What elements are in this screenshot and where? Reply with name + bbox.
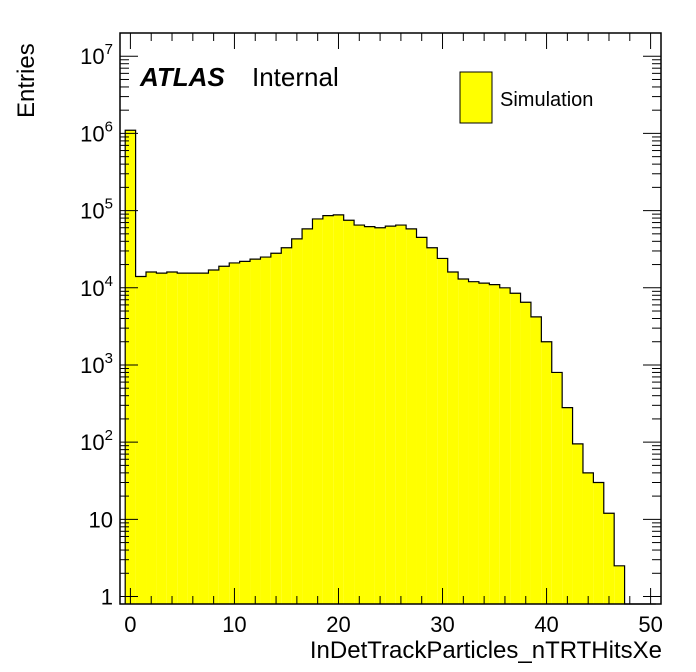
y-tick-label: 102 <box>80 427 113 455</box>
histogram-bar <box>291 238 303 604</box>
y-tick-label: 103 <box>80 350 113 378</box>
histogram-bar <box>187 273 199 604</box>
histogram-bar <box>489 284 500 604</box>
histogram-bar <box>374 227 386 604</box>
x-tick-label: 20 <box>326 612 350 637</box>
x-tick-label: 10 <box>222 612 246 637</box>
histogram-bar <box>125 130 136 604</box>
legend-swatch-simulation <box>459 71 493 124</box>
histogram-bar <box>614 565 625 604</box>
histogram-bar <box>343 220 355 604</box>
histogram-bar <box>541 341 552 604</box>
histogram-bar <box>530 316 542 604</box>
histogram-bar <box>416 237 427 604</box>
histogram-bar <box>499 287 511 604</box>
histogram-bar <box>333 214 344 604</box>
histogram-outline <box>124 129 656 605</box>
histogram-bar <box>458 278 469 604</box>
histogram-bar <box>603 513 615 604</box>
histogram-bar <box>218 266 230 604</box>
y-tick-label: 10 <box>89 507 113 532</box>
histogram-bar <box>582 472 594 604</box>
x-tick-label: 30 <box>430 612 454 637</box>
internal-label: Internal <box>252 62 339 92</box>
histogram-bar <box>250 259 261 604</box>
histogram-bar <box>406 228 417 605</box>
plot-frame <box>119 32 662 605</box>
histogram-bar <box>510 293 521 604</box>
histogram-bar <box>364 226 375 604</box>
y-tick-label: 104 <box>80 273 113 301</box>
histogram-bar <box>385 226 396 604</box>
histogram-bar <box>447 272 459 604</box>
y-tick-label: 1 <box>101 585 113 610</box>
histogram-bar <box>572 443 583 604</box>
histogram-bar <box>229 262 240 604</box>
y-tick-label: 107 <box>80 41 113 69</box>
histogram-bar <box>395 225 407 605</box>
x-tick-label: 50 <box>638 612 662 637</box>
x-axis-title: InDetTrackParticles_nTRTHitsXe <box>310 637 662 664</box>
histogram-bar <box>239 261 251 604</box>
histogram-bar <box>166 272 178 604</box>
histogram-bar <box>354 225 365 605</box>
histogram-bar <box>437 258 448 604</box>
histogram-bar <box>312 218 323 604</box>
y-tick-labels: 1 10 102 103 104 105 106 107 <box>80 41 113 609</box>
histogram-bar <box>468 281 479 604</box>
histogram-bar <box>146 272 157 604</box>
axis-ticks <box>120 32 661 604</box>
histogram-bar <box>198 273 209 604</box>
y-tick-label: 106 <box>80 118 113 146</box>
histogram-bar <box>562 407 573 604</box>
histogram-bar <box>260 257 271 604</box>
histogram-bar <box>551 372 563 604</box>
histogram-bar <box>478 283 490 604</box>
histogram-bar <box>302 228 313 605</box>
histogram-bar <box>208 270 219 604</box>
y-tick-label: 105 <box>80 196 113 224</box>
histogram-bars <box>124 129 656 605</box>
x-tick-label: 0 <box>124 612 136 637</box>
histogram-bar <box>177 273 188 604</box>
x-tick-labels: 0 10 20 30 40 50 <box>124 612 663 637</box>
histogram-bar <box>281 247 292 604</box>
histogram-bar <box>593 482 604 604</box>
histogram-bar <box>426 247 438 604</box>
atlas-label: ATLAS <box>139 62 225 92</box>
histogram-bar <box>322 215 334 604</box>
histogram-bar <box>520 302 531 604</box>
legend: Simulation <box>459 71 593 124</box>
histogram-bar <box>156 273 167 604</box>
histogram-bar <box>270 253 282 604</box>
y-axis-title: Entries <box>13 43 40 118</box>
legend-label-simulation: Simulation <box>500 89 593 111</box>
x-tick-label: 40 <box>534 612 558 637</box>
histogram-bar <box>135 276 147 604</box>
